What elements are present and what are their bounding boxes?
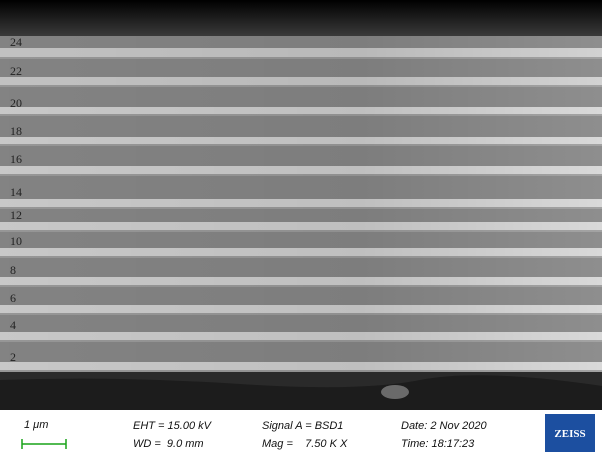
mag: Mag = 7.50 K X	[262, 438, 348, 450]
time: Time: 18:17:23	[401, 438, 475, 450]
layer-label: 22	[10, 64, 22, 78]
particle	[381, 385, 409, 399]
layer-label: 2	[10, 350, 16, 364]
shading	[0, 36, 602, 372]
top-dark-region	[0, 0, 602, 36]
date: Date: 2 Nov 2020	[401, 420, 487, 432]
layer-label: 12	[10, 208, 22, 222]
layer-label: 24	[10, 35, 22, 49]
eht: EHT = 15.00 kV	[133, 420, 213, 432]
layer-label: 6	[10, 291, 16, 305]
wd: WD = 9.0 mm	[133, 438, 204, 450]
layer-label: 20	[10, 96, 22, 110]
layer-label: 18	[10, 124, 22, 138]
scale-label: 1 μm	[24, 419, 48, 431]
layer-label: 4	[10, 318, 16, 332]
layer-label: 8	[10, 263, 16, 277]
page: 24 22 20 18 16 14 12 10 8 6 4 2 1 μm EHT = 15.00 kV…	[0, 0, 602, 456]
logo: ZEISS	[554, 428, 585, 440]
signal: Signal A = BSD1	[262, 420, 343, 432]
layer-label: 16	[10, 152, 22, 166]
layer-label: 10	[10, 234, 22, 248]
sem-image: 24 22 20 18 16 14 12 10 8 6 4 2 1 μm EHT = 15.00 kV…	[0, 0, 602, 456]
layer-label: 14	[10, 185, 22, 199]
